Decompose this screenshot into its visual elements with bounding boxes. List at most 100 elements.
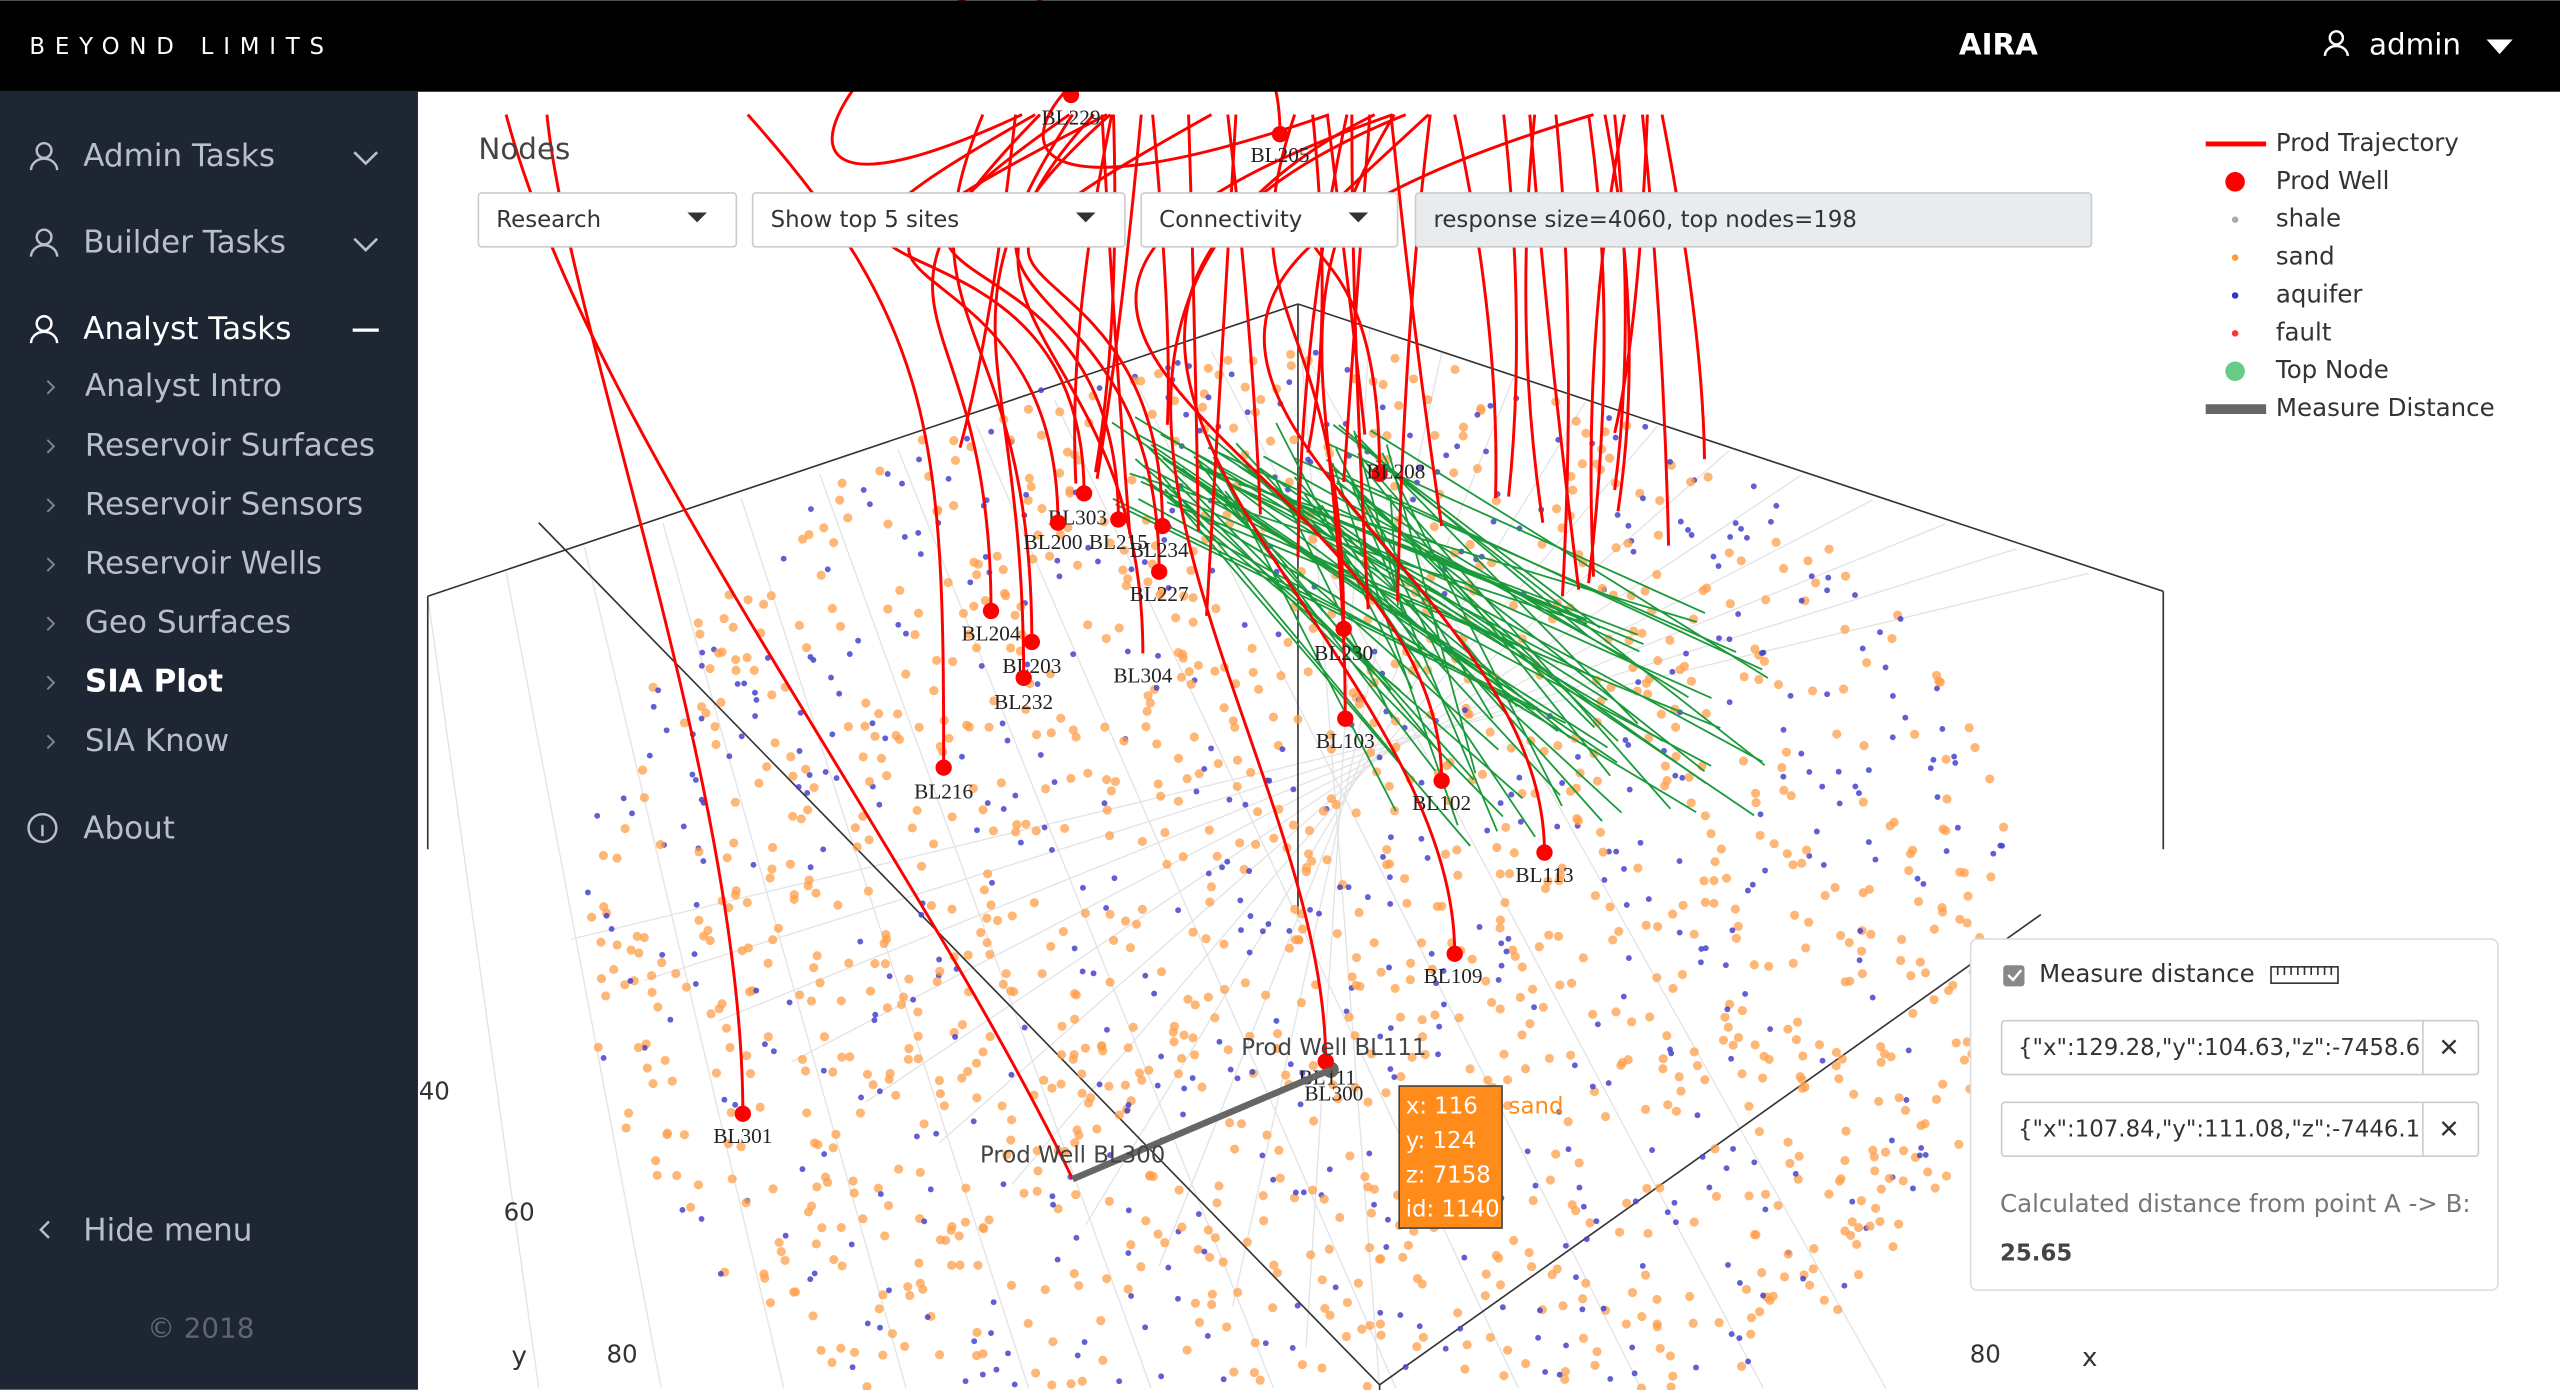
scatter-point <box>982 913 992 923</box>
scatter-point <box>1308 1061 1318 1071</box>
scatter-point <box>788 811 798 821</box>
scatter-point <box>621 1123 631 1133</box>
dropdown[interactable]: Connectivity <box>1140 192 1399 248</box>
scatter-point <box>1065 488 1075 498</box>
dropdown[interactable]: Show top 5 sites <box>751 192 1126 248</box>
scatter-point <box>731 886 741 896</box>
legend-item[interactable]: Prod Well <box>2225 166 2389 195</box>
legend-item[interactable]: sand <box>2231 242 2335 271</box>
scatter-point <box>1841 1282 1848 1289</box>
scatter-point <box>1689 929 1699 939</box>
checkbox[interactable] <box>2003 965 2025 987</box>
scatter-point <box>601 991 611 1001</box>
scatter-point <box>1233 1287 1243 1297</box>
scatter-point <box>1803 556 1813 566</box>
scatter-point <box>1281 1070 1291 1080</box>
scatter-point <box>1453 1308 1463 1318</box>
input[interactable] <box>2000 1101 2480 1158</box>
menu-item[interactable]: SIA Know <box>46 723 229 759</box>
well[interactable] <box>1151 563 1168 580</box>
about[interactable]: About <box>27 811 175 847</box>
scatter-point <box>1882 664 1889 671</box>
scatter-point <box>1731 933 1741 943</box>
well[interactable] <box>1023 633 1040 651</box>
scatter-point <box>816 570 826 580</box>
scatter-point <box>1197 1082 1207 1092</box>
well[interactable] <box>1015 669 1032 687</box>
legend-item[interactable]: Top Node <box>2225 355 2389 384</box>
scatter-point <box>1677 969 1688 980</box>
well[interactable] <box>1271 126 1289 143</box>
scatter-point <box>1935 677 1945 687</box>
scatter-point <box>1293 714 1303 724</box>
scatter-point <box>1697 959 1704 966</box>
well[interactable] <box>1154 517 1171 535</box>
scatter-point <box>1033 530 1043 540</box>
scatter-point <box>972 1351 982 1361</box>
well[interactable] <box>982 602 1000 620</box>
well[interactable] <box>1049 514 1067 531</box>
scatter-point <box>1080 1043 1090 1053</box>
well[interactable] <box>1337 710 1354 727</box>
well[interactable] <box>1371 465 1388 482</box>
legend-item[interactable]: shale <box>2231 204 2341 233</box>
scatter-point <box>1458 431 1468 441</box>
scatter-point <box>1416 464 1423 471</box>
scatter-point <box>947 812 957 822</box>
well[interactable] <box>1317 1053 1334 1070</box>
legend-item[interactable]: Measure Distance <box>2205 393 2495 422</box>
well[interactable] <box>1110 511 1127 528</box>
dropdown[interactable]: Research <box>477 192 738 248</box>
scatter-point <box>1585 1218 1595 1228</box>
dropdown-box <box>1140 192 1399 248</box>
scatter-point <box>1810 578 1821 588</box>
scatter-point <box>1490 518 1497 525</box>
scatter-point <box>1176 672 1186 682</box>
menu-group[interactable]: Builder Tasks <box>29 225 379 261</box>
well[interactable] <box>1075 485 1093 502</box>
well[interactable] <box>1446 945 1463 962</box>
scatter-point <box>1495 869 1505 879</box>
legend-item[interactable]: Prod Trajectory <box>2205 128 2459 157</box>
legend-item[interactable]: aquifer <box>2231 279 2364 308</box>
menu-item[interactable]: Geo Surfaces <box>46 605 291 641</box>
well[interactable] <box>734 1105 752 1122</box>
menu-group[interactable]: Admin Tasks <box>29 138 379 174</box>
scatter-point <box>734 680 741 687</box>
scatter-point <box>813 1140 823 1150</box>
well[interactable] <box>1536 844 1553 861</box>
connection <box>1351 486 1499 832</box>
scatter <box>584 349 2013 1390</box>
hide-menu[interactable]: Hide menu <box>39 1212 253 1248</box>
menu-item[interactable]: Reservoir Surfaces <box>46 427 375 463</box>
clear-button[interactable] <box>2441 1121 2457 1136</box>
well[interactable] <box>935 759 952 776</box>
well[interactable] <box>1335 620 1352 638</box>
clear-button[interactable] <box>2441 1039 2457 1055</box>
scatter-point <box>815 978 825 988</box>
menu-item-label: Reservoir Surfaces <box>85 427 375 463</box>
user-menu[interactable]: admin <box>2323 28 2513 62</box>
menu-item[interactable]: SIA Plot <box>46 664 223 700</box>
scatter-point <box>1114 1110 1124 1120</box>
scatter-point <box>1798 750 1805 757</box>
scatter-point <box>1270 1176 1277 1183</box>
scatter-point <box>831 1129 841 1139</box>
menu-item[interactable]: Reservoir Sensors <box>46 486 363 522</box>
legend-item[interactable]: fault <box>2231 317 2332 346</box>
input[interactable] <box>2000 1019 2480 1076</box>
menu-group[interactable]: Analyst Tasks <box>29 311 379 347</box>
axis-tick-label: 40 <box>419 1077 450 1106</box>
scatter-point <box>1970 743 1980 753</box>
scatter-point <box>1831 1047 1841 1057</box>
scatter-point <box>1371 648 1378 655</box>
scatter-point <box>1751 788 1761 798</box>
scatter-point <box>768 1184 778 1194</box>
menu-item[interactable]: Reservoir Wells <box>46 546 322 582</box>
scatter-point <box>1779 785 1789 795</box>
well[interactable] <box>1433 772 1450 789</box>
trajectory <box>1640 114 1671 546</box>
scatter-point <box>1750 1040 1760 1050</box>
scatter-point <box>1858 888 1868 898</box>
menu-item[interactable]: Analyst Intro <box>46 368 282 404</box>
